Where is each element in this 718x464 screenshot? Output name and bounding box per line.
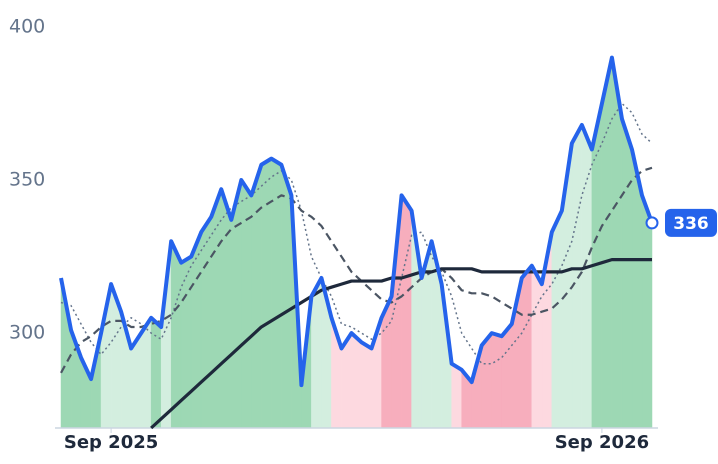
zone-area xyxy=(351,332,362,429)
x-tick-label: Sep 2026 xyxy=(555,432,649,453)
zone-area xyxy=(261,158,272,429)
last-value-badge xyxy=(665,208,717,237)
last-point xyxy=(645,216,659,230)
zone-area xyxy=(641,195,653,429)
moving-average-line xyxy=(150,258,652,430)
last-value-label: 336 xyxy=(673,214,709,234)
price-line xyxy=(59,55,654,388)
zone-area xyxy=(501,323,513,429)
zone-area xyxy=(521,265,533,429)
x-tick-label: Sep 2025 xyxy=(64,432,158,453)
zone-area xyxy=(451,363,462,429)
y-tick-label: 400 xyxy=(9,16,45,38)
zone-area xyxy=(271,158,282,429)
zone-area xyxy=(621,118,633,429)
zone-area xyxy=(491,332,502,429)
zone-area xyxy=(150,317,162,429)
zone-area xyxy=(571,124,583,429)
moving-average-line xyxy=(60,166,653,374)
zone-area xyxy=(531,265,543,429)
moving-average-line xyxy=(60,102,653,365)
zone-area xyxy=(361,341,372,429)
zone-area xyxy=(401,194,412,429)
y-tick-label: 350 xyxy=(9,169,45,191)
zone-area xyxy=(551,210,563,429)
y-tick-label: 300 xyxy=(9,322,45,344)
zone-area xyxy=(180,256,192,429)
zone-area xyxy=(221,189,232,429)
zone-area xyxy=(200,215,212,429)
zone-area xyxy=(190,231,202,429)
zone-area xyxy=(581,124,593,429)
zone-area xyxy=(601,57,613,429)
zone-area xyxy=(211,189,222,429)
zone-area xyxy=(251,164,262,429)
